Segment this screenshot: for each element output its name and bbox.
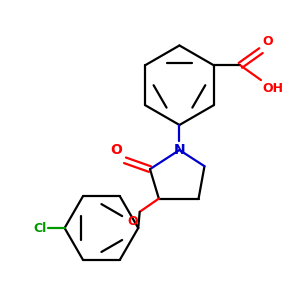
Text: O: O: [128, 215, 138, 228]
Text: Cl: Cl: [34, 221, 47, 235]
Text: O: O: [110, 143, 122, 158]
Text: O: O: [262, 35, 273, 48]
Text: OH: OH: [262, 82, 284, 94]
Text: N: N: [174, 142, 185, 157]
